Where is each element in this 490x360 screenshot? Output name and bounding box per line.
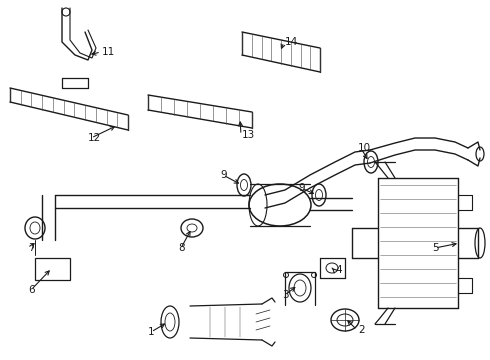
Text: 7: 7 [28, 243, 35, 253]
Text: 3: 3 [282, 290, 289, 300]
Text: 9: 9 [220, 170, 227, 180]
Text: 2: 2 [358, 325, 365, 335]
Text: 9: 9 [298, 183, 305, 193]
Text: 10: 10 [358, 143, 371, 153]
Text: 6: 6 [28, 285, 35, 295]
Text: 14: 14 [285, 37, 298, 47]
Bar [35, 258, 70, 280]
Text: 12: 12 [88, 133, 101, 143]
Text: 8: 8 [178, 243, 185, 253]
Text: 4: 4 [335, 265, 342, 275]
Text: 11: 11 [102, 47, 115, 57]
Text: 1: 1 [148, 327, 155, 337]
Text: 13: 13 [242, 130, 255, 140]
Text: 5: 5 [432, 243, 439, 253]
